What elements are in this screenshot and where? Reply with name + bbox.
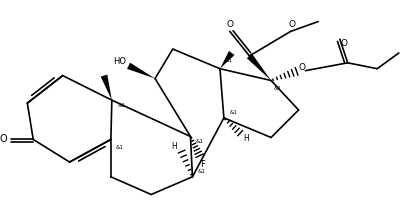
Text: O: O: [226, 20, 233, 29]
Text: O: O: [0, 135, 7, 145]
Text: O: O: [298, 63, 305, 72]
Polygon shape: [101, 75, 112, 100]
Text: &1: &1: [197, 169, 205, 174]
Text: F: F: [200, 160, 205, 169]
Polygon shape: [247, 54, 271, 80]
Text: &1: &1: [225, 58, 233, 63]
Text: H: H: [171, 142, 177, 151]
Text: &1: &1: [274, 86, 282, 91]
Text: O: O: [340, 39, 347, 48]
Polygon shape: [127, 63, 155, 78]
Text: &1: &1: [195, 139, 203, 144]
Text: HO: HO: [113, 57, 126, 66]
Polygon shape: [220, 51, 234, 69]
Text: O: O: [288, 20, 295, 29]
Text: &1: &1: [230, 111, 238, 116]
Text: H: H: [243, 134, 249, 143]
Text: &1: &1: [118, 102, 126, 107]
Text: &1: &1: [116, 145, 124, 150]
